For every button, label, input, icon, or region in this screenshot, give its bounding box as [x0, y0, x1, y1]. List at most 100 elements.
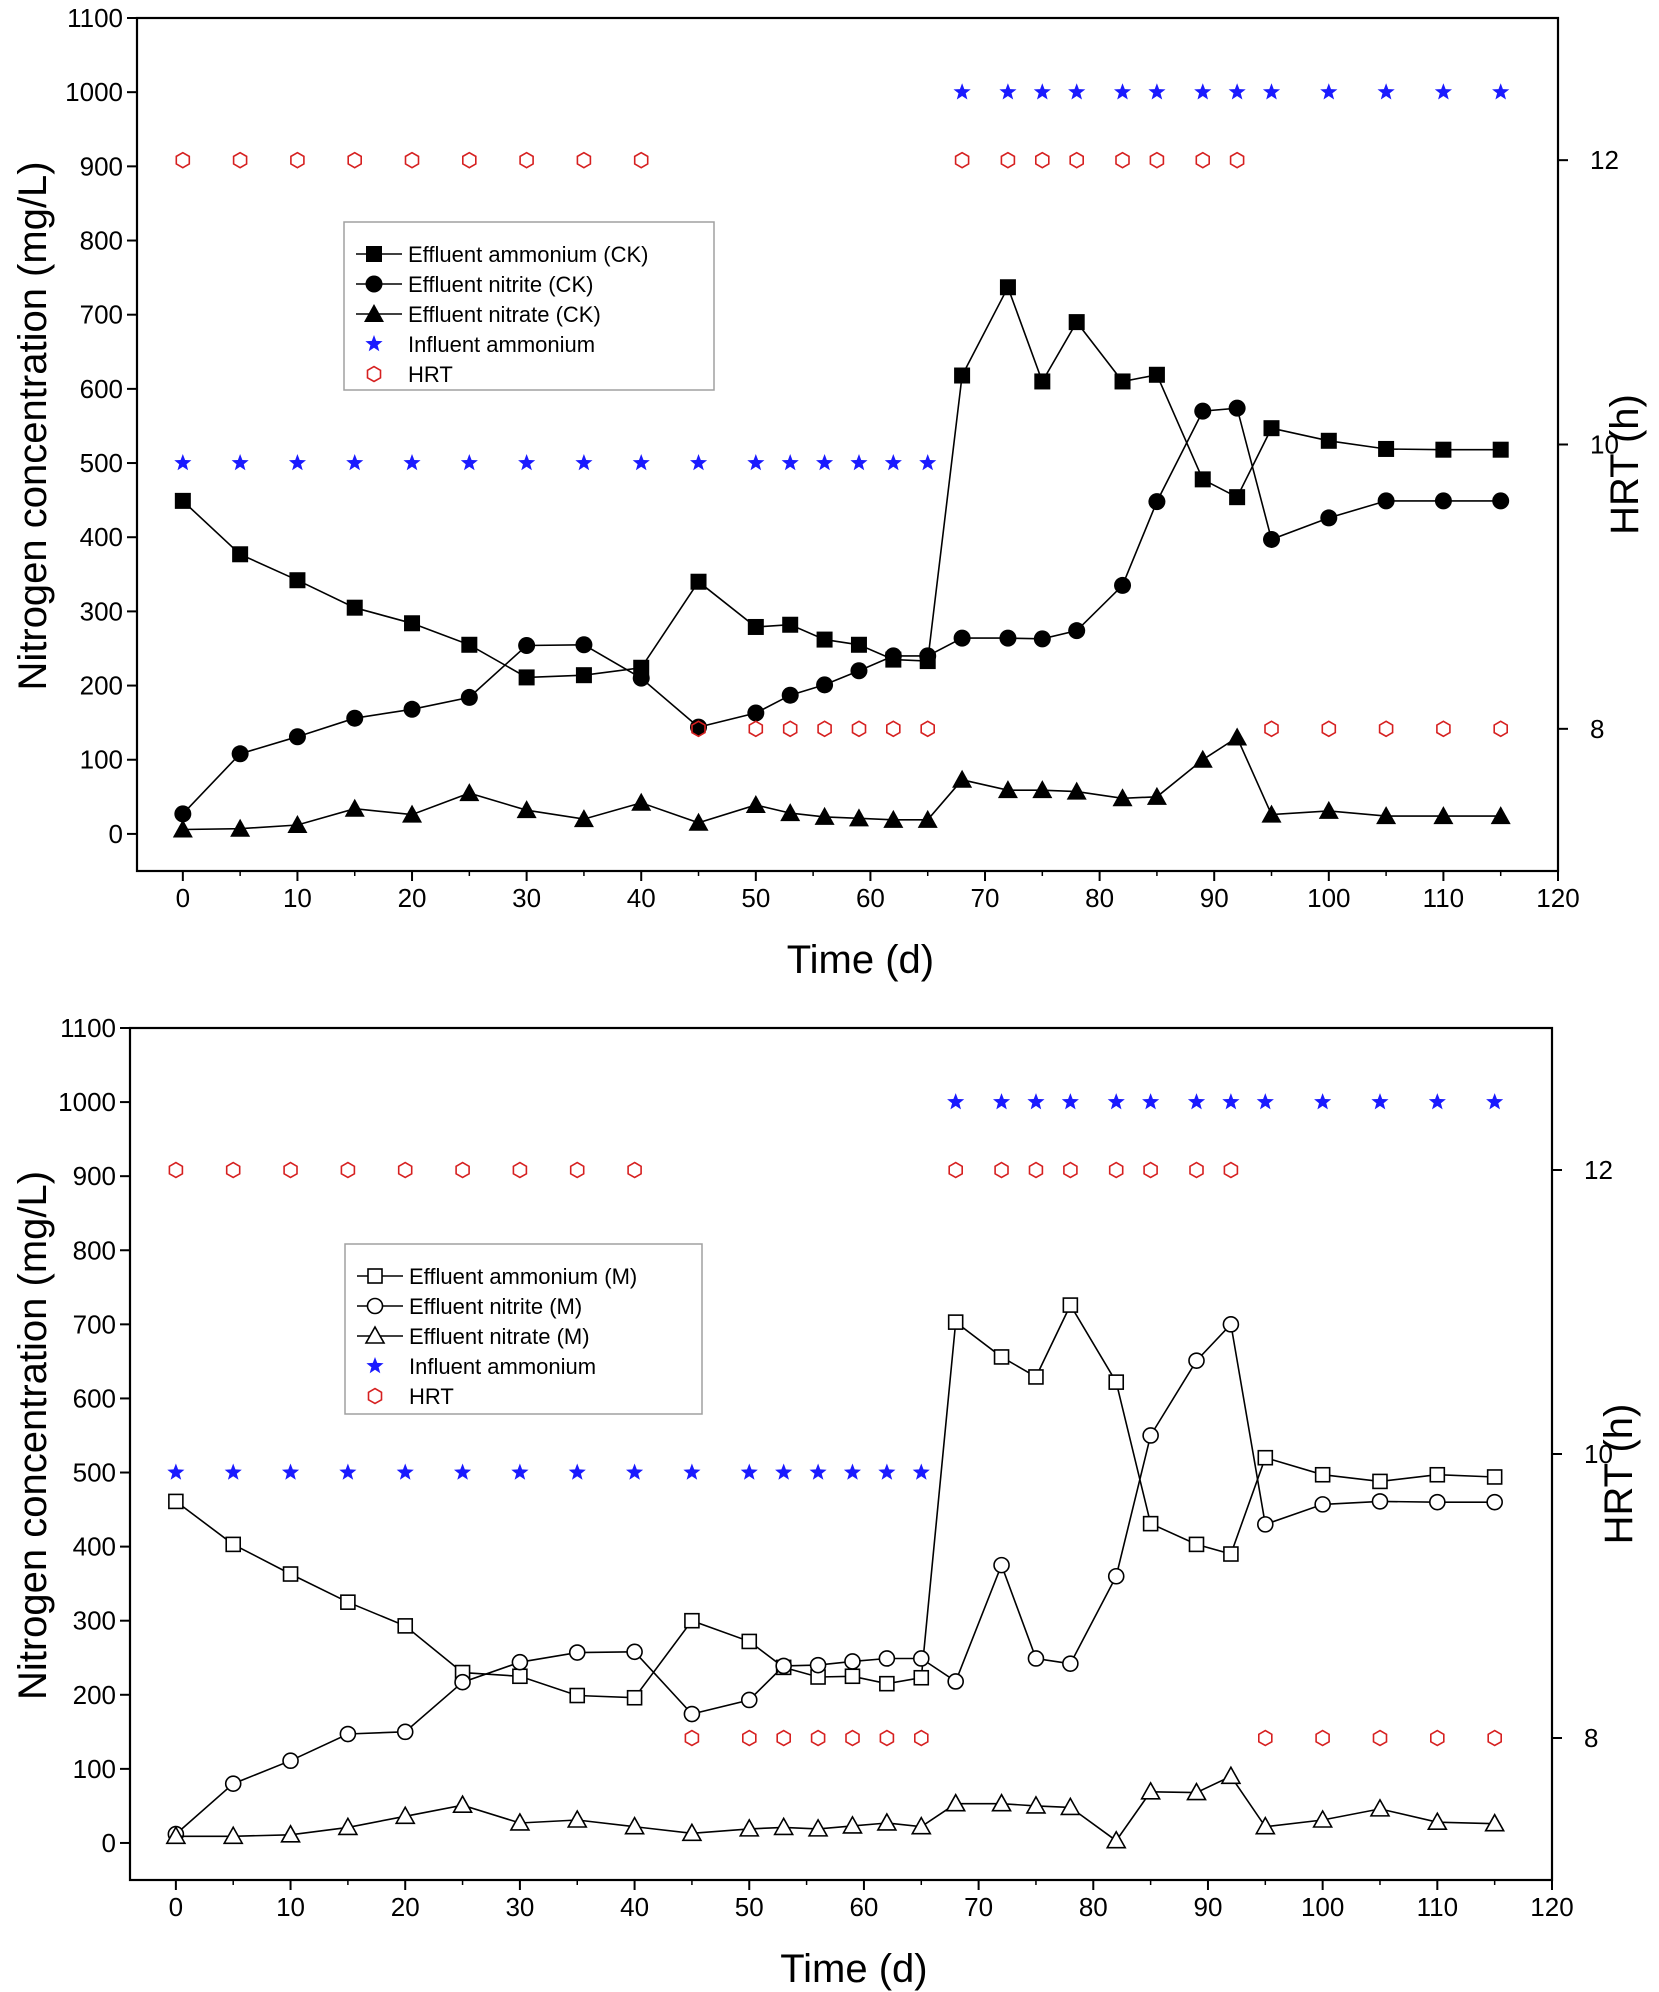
data-point — [231, 745, 249, 763]
data-point — [1140, 1781, 1161, 1800]
data-point — [688, 812, 709, 831]
data-point — [993, 1349, 1010, 1365]
x-axis-title: Time (d) — [787, 938, 934, 982]
data-point — [1261, 804, 1282, 823]
data-point — [1223, 1546, 1239, 1562]
data-point — [740, 1463, 758, 1480]
data-point — [994, 1161, 1009, 1179]
data-point — [344, 798, 365, 817]
data-point — [460, 688, 478, 706]
data-point — [230, 818, 251, 837]
data-point — [1028, 1161, 1044, 1179]
y-axis-right: 8 10 12 HRT (h) — [1552, 1155, 1641, 1753]
data-point — [912, 1650, 930, 1667]
data-point — [575, 667, 592, 684]
y-axis-left: 0 100 200 300 400 500 600 700 800 900 1000 1100 Nitr… — [11, 3, 137, 849]
data-point — [844, 1668, 861, 1685]
data-point — [1107, 1567, 1125, 1585]
series-line — [182, 736, 1501, 831]
data-point — [632, 669, 650, 687]
data-point — [1195, 151, 1210, 169]
data-point — [569, 1687, 586, 1704]
data-point — [780, 803, 801, 822]
data-point — [1148, 83, 1166, 100]
legend: Effluent ammonium (CK) Effluent nitrite (… — [343, 221, 715, 391]
data-point — [340, 1594, 356, 1610]
data-point — [1378, 720, 1394, 738]
data-point — [280, 1824, 301, 1843]
data-point — [683, 1705, 701, 1723]
data-point — [1320, 83, 1338, 100]
data-point — [1377, 492, 1395, 510]
data-point — [566, 1809, 588, 1828]
legend-label: Effluent nitrate (CK) — [408, 302, 601, 327]
data-point — [1492, 441, 1509, 458]
data-point — [850, 662, 868, 680]
data-point — [225, 1161, 241, 1179]
y-tick-label: 200 — [73, 1680, 116, 1710]
legend-item-effluent-nitrite-m: Effluent nitrite (M) — [357, 1294, 582, 1319]
x-tick-label: 110 — [1417, 1892, 1458, 1922]
data-point — [884, 454, 902, 471]
data-point — [167, 1463, 185, 1480]
x-tick-label: 100 — [1301, 1892, 1344, 1922]
data-point — [404, 615, 421, 632]
data-point — [516, 800, 537, 819]
legend: Effluent ammonium (M) Effluent nitrite (M… — [344, 1243, 703, 1415]
legend-label: Effluent ammonium (CK) — [408, 242, 648, 267]
data-point — [1194, 83, 1212, 100]
data-point — [509, 1812, 531, 1831]
y-tick-label: 500 — [80, 448, 123, 478]
data-point — [1068, 622, 1086, 640]
data-point — [1486, 1093, 1504, 1110]
data-point — [1108, 1161, 1124, 1179]
legend-marker — [367, 1268, 383, 1284]
data-point — [626, 1689, 643, 1706]
data-point — [947, 1673, 964, 1690]
data-point — [1188, 1352, 1205, 1369]
legend-marker — [364, 1325, 386, 1344]
data-point — [347, 151, 363, 169]
data-point — [681, 1822, 703, 1842]
data-point — [910, 1816, 932, 1835]
data-point — [952, 769, 973, 788]
data-point — [781, 454, 799, 471]
data-point — [1254, 1816, 1276, 1835]
data-point — [917, 809, 938, 828]
data-point — [287, 815, 308, 834]
y-tick-label: 300 — [80, 596, 123, 626]
y-tick-label: 100 — [73, 1754, 116, 1784]
y-tick-label: 900 — [80, 151, 123, 181]
data-point — [282, 1752, 299, 1770]
data-point — [845, 1729, 860, 1747]
data-point — [816, 454, 834, 471]
data-point — [288, 454, 306, 471]
y-tick-label: 900 — [73, 1161, 116, 1191]
series-effluent-nitrate-m — [165, 1765, 1506, 1849]
y2-axis-title: HRT (h) — [1597, 1404, 1641, 1545]
y-tick-label: 700 — [80, 300, 123, 330]
data-point — [568, 1644, 586, 1661]
data-point — [999, 279, 1016, 296]
y2-tick-label: 10 — [1584, 1439, 1613, 1469]
data-point — [1426, 1811, 1448, 1831]
data-point — [948, 1161, 964, 1179]
data-point — [1492, 492, 1510, 510]
data-point — [684, 1612, 700, 1629]
data-point — [1435, 441, 1452, 458]
data-point — [1062, 1655, 1079, 1672]
data-point — [459, 783, 480, 802]
data-point — [231, 454, 249, 471]
data-point — [1434, 492, 1452, 510]
legend-item-effluent-ammonium-m: Effluent ammonium (M) — [357, 1264, 637, 1289]
y2-tick-label: 8 — [1590, 714, 1604, 744]
data-point — [1223, 1161, 1239, 1179]
data-point — [684, 1729, 700, 1747]
data-point — [741, 1633, 758, 1650]
data-point — [690, 454, 708, 471]
x-axis: 0 10 20 30 40 50 60 70 80 90 100 110 120 Time (d) — [169, 1880, 1574, 1991]
data-point — [1314, 1496, 1331, 1513]
data-point — [781, 686, 799, 704]
